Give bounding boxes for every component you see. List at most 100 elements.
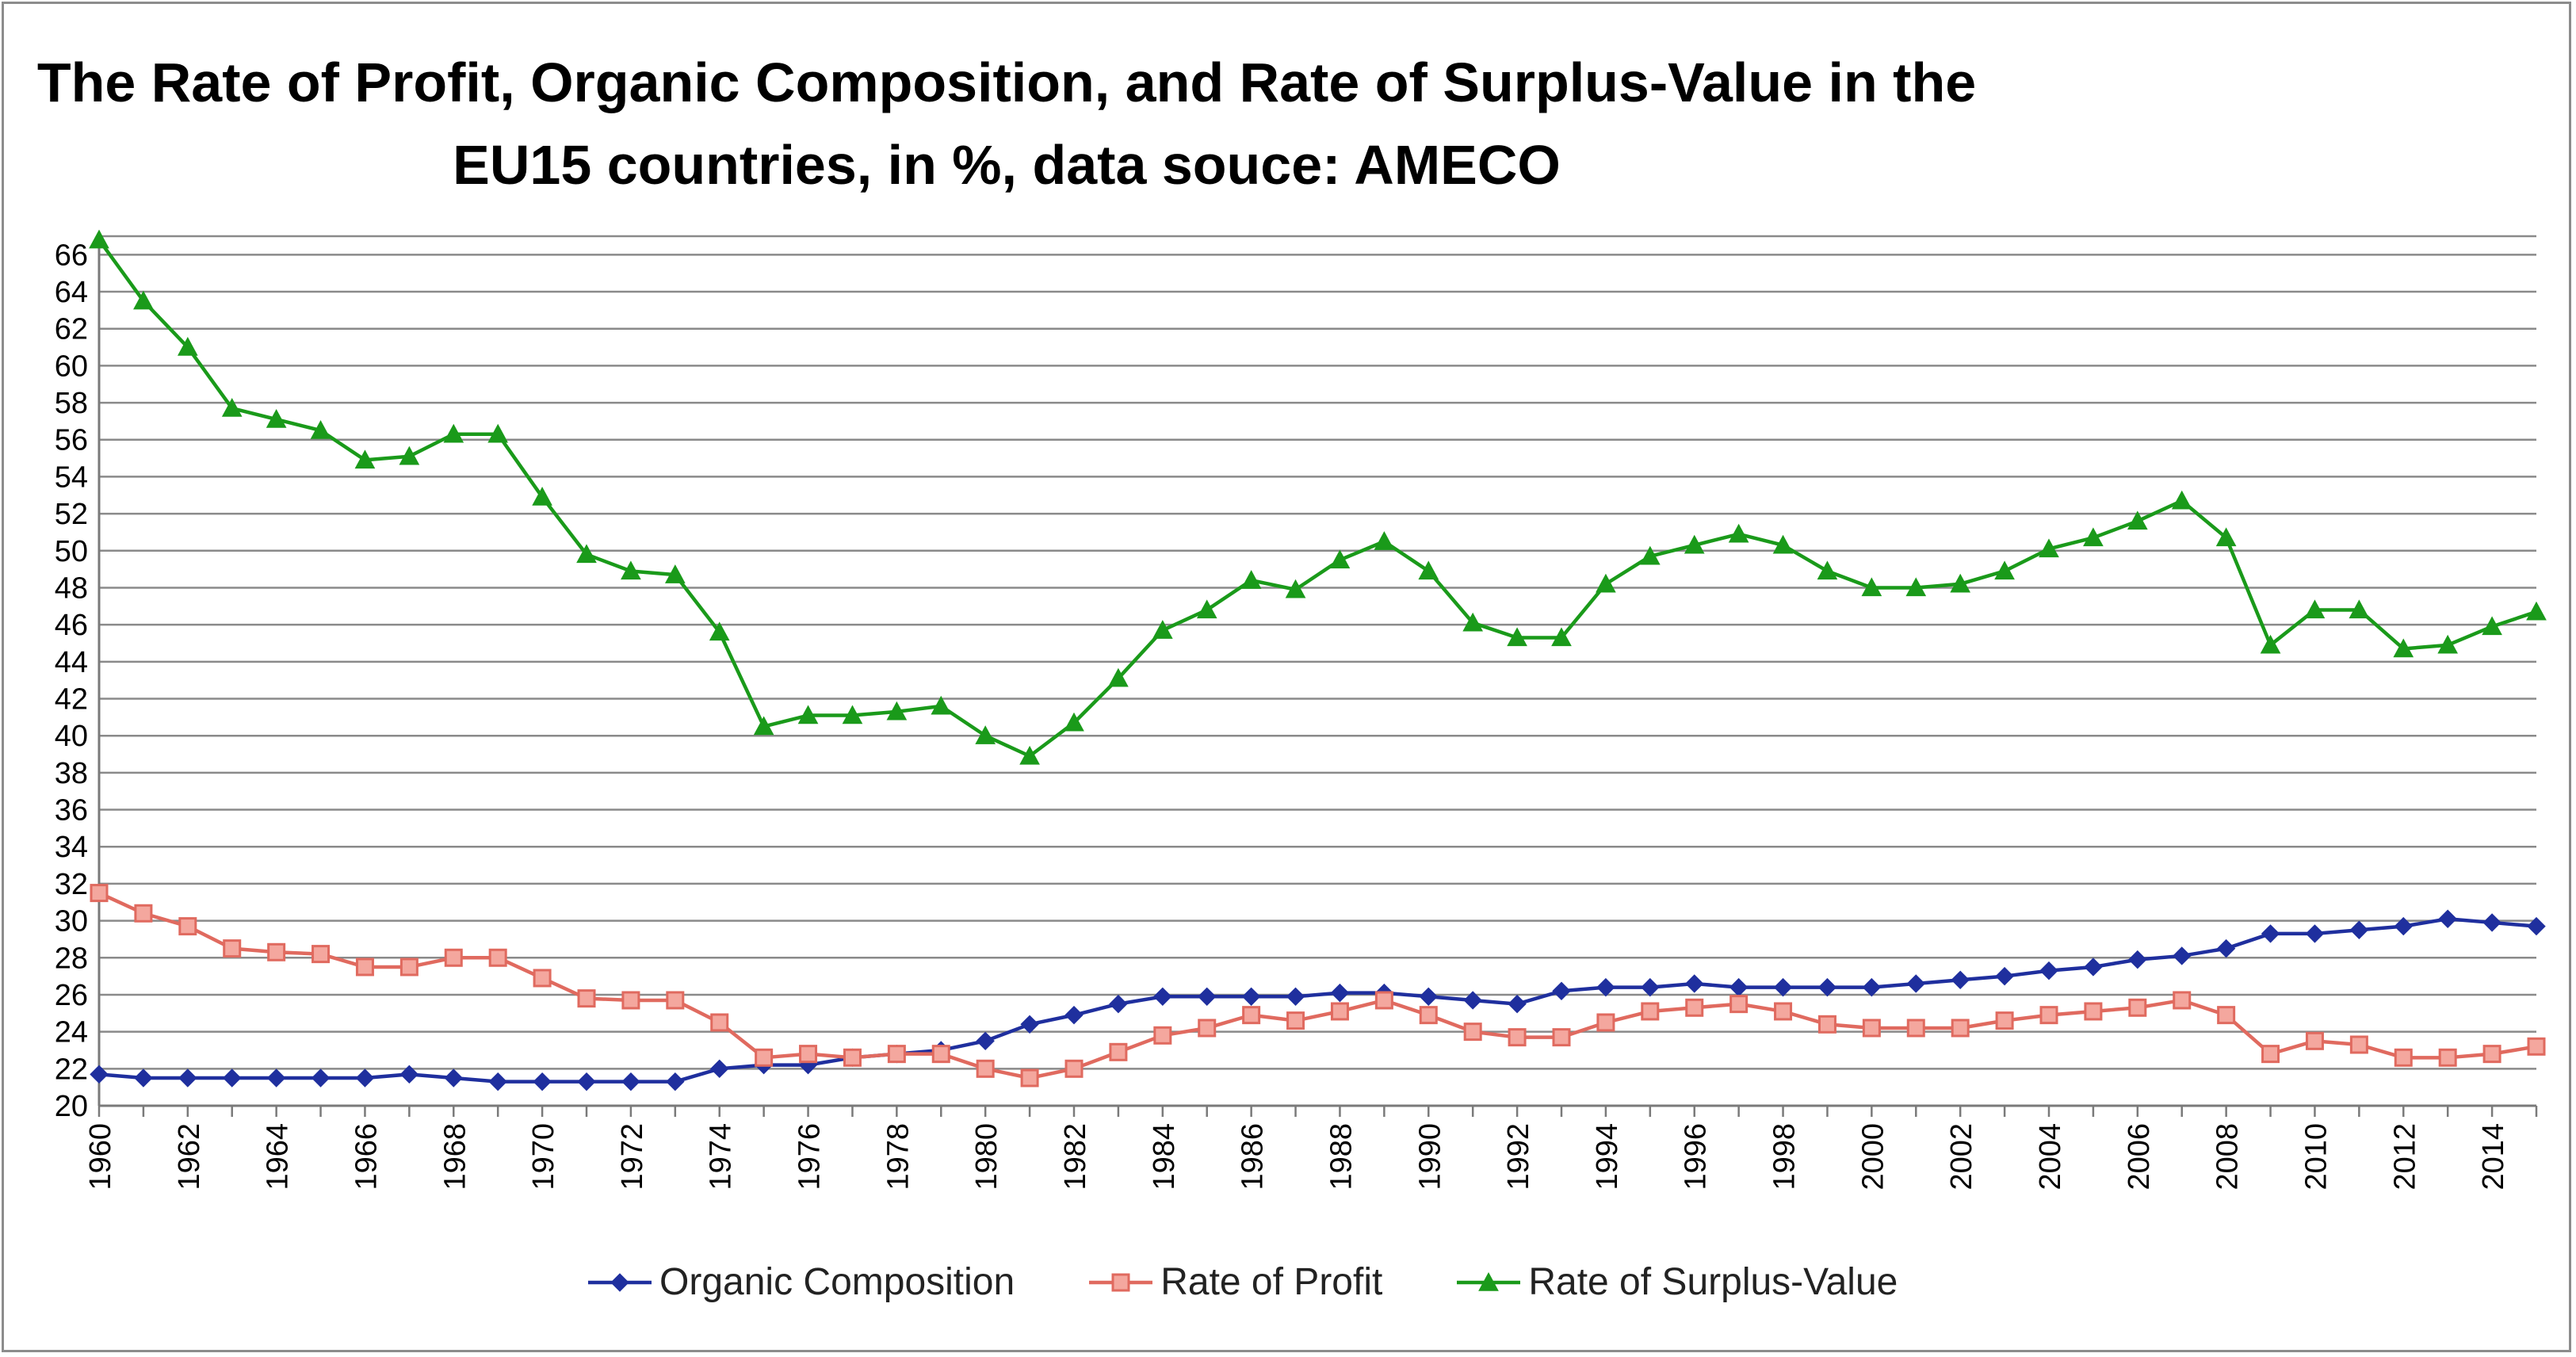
y-tick-label: 34 [55, 831, 88, 864]
data-point-organic-composition [1463, 991, 1482, 1010]
data-point-rate-of-profit [666, 991, 685, 1010]
data-point-rate-of-profit [577, 989, 596, 1008]
data-point-rate-of-profit [1508, 1028, 1527, 1047]
data-point-organic-composition [2394, 916, 2413, 936]
data-point-rate-of-profit [621, 991, 640, 1010]
data-point-rate-of-profit [488, 948, 507, 967]
data-point-rate-of-surplus-value [2083, 527, 2104, 547]
data-point-organic-composition [621, 1072, 640, 1091]
data-point-rate-of-profit [2039, 1006, 2058, 1025]
data-point-rate-of-profit [2482, 1045, 2501, 1064]
y-tick-label: 60 [55, 350, 88, 383]
data-point-rate-of-surplus-value [1596, 573, 1616, 593]
y-tick-label: 42 [55, 683, 88, 717]
x-tick-label: 2006 [2123, 1123, 2156, 1191]
data-point-rate-of-profit [1906, 1019, 1925, 1038]
data-point-rate-of-profit [2173, 991, 2192, 1010]
y-tick-label: 30 [55, 905, 88, 938]
data-point-organic-composition [1241, 987, 1261, 1006]
data-point-organic-composition [577, 1072, 596, 1091]
data-point-rate-of-profit [799, 1045, 818, 1064]
data-point-organic-composition [355, 1068, 375, 1088]
data-point-rate-of-profit [1862, 1019, 1881, 1038]
data-point-rate-of-profit [1596, 1013, 1615, 1032]
data-point-rate-of-profit [444, 948, 463, 967]
chart-title-line-2: EU15 countries, in %, data souce: AMECO [453, 134, 1561, 196]
data-point-rate-of-profit [1995, 1011, 2014, 1030]
data-point-rate-of-profit [267, 942, 286, 961]
x-tick-label: 1986 [1236, 1123, 1270, 1191]
data-point-rate-of-surplus-value [1418, 560, 1439, 580]
data-point-rate-of-surplus-value [797, 705, 819, 724]
data-point-rate-of-profit [399, 958, 419, 977]
y-tick-label: 38 [55, 757, 88, 790]
legend-swatch-marker [610, 1272, 629, 1292]
data-point-rate-of-surplus-value [1905, 577, 1927, 597]
data-point-rate-of-surplus-value [1994, 560, 2015, 580]
x-tick-label: 1982 [1059, 1123, 1092, 1191]
data-point-rate-of-surplus-value [532, 487, 552, 506]
data-point-organic-composition [1596, 977, 1615, 997]
x-tick-label: 1988 [1324, 1123, 1358, 1191]
data-point-rate-of-surplus-value [1240, 570, 1262, 589]
data-point-rate-of-surplus-value [1462, 612, 1484, 632]
x-tick-label: 1980 [970, 1123, 1003, 1191]
data-point-rate-of-surplus-value [2482, 616, 2502, 636]
data-point-organic-composition [710, 1059, 729, 1079]
x-tick-label: 2010 [2299, 1123, 2333, 1191]
data-point-rate-of-profit [2217, 1006, 2236, 1025]
series-rate-of-profit [90, 884, 2546, 1088]
data-point-rate-of-profit [533, 969, 552, 988]
data-point-rate-of-surplus-value [1196, 599, 1217, 619]
data-point-rate-of-surplus-value [2127, 510, 2148, 530]
data-point-rate-of-surplus-value [221, 398, 243, 417]
data-point-rate-of-profit [1729, 995, 1749, 1014]
data-point-rate-of-surplus-value [89, 229, 109, 249]
data-point-rate-of-profit [2349, 1035, 2368, 1054]
data-point-organic-composition [1419, 987, 1438, 1006]
data-point-rate-of-profit [178, 917, 197, 936]
legend-swatch-rate-of-profit [1089, 1273, 1153, 1291]
data-point-rate-of-profit [134, 904, 153, 923]
data-point-rate-of-profit [2438, 1048, 2457, 1067]
data-point-rate-of-surplus-value [621, 560, 641, 580]
data-point-rate-of-profit [887, 1045, 906, 1064]
data-point-organic-composition [223, 1068, 242, 1088]
y-tick-label: 24 [55, 1016, 88, 1049]
data-point-rate-of-surplus-value [1639, 545, 1661, 565]
data-point-rate-of-surplus-value [310, 420, 331, 439]
data-point-rate-of-surplus-value [1329, 549, 1351, 569]
data-point-rate-of-profit [90, 884, 109, 903]
y-tick-label: 20 [55, 1090, 88, 1123]
data-point-organic-composition [2438, 909, 2457, 928]
data-point-rate-of-profit [2084, 1002, 2103, 1021]
data-point-organic-composition [266, 1068, 286, 1088]
data-point-organic-composition [2349, 920, 2369, 939]
legend-item-rate-of-surplus-value: Rate of Surplus-Value [1455, 1260, 1898, 1304]
data-point-rate-of-surplus-value [975, 725, 996, 744]
y-tick-label: 44 [55, 646, 88, 679]
data-point-rate-of-surplus-value [1950, 573, 1971, 593]
data-point-rate-of-surplus-value [2171, 490, 2192, 510]
x-tick-label: 1994 [1591, 1123, 1624, 1191]
data-point-organic-composition [2173, 946, 2192, 965]
data-point-rate-of-profit [2261, 1045, 2280, 1064]
x-tick-label: 1972 [616, 1123, 649, 1191]
y-tick-label: 62 [55, 313, 88, 346]
x-tick-label: 1966 [350, 1123, 383, 1191]
data-point-rate-of-profit [1064, 1059, 1084, 1078]
data-point-rate-of-profit [710, 1013, 729, 1032]
x-tick-label: 2014 [2477, 1123, 2510, 1191]
legend-swatch-marker [1478, 1271, 1500, 1291]
data-point-organic-composition [311, 1068, 331, 1088]
x-tick-label: 1962 [173, 1123, 206, 1191]
chart-title-line-1: The Rate of Profit, Organic Composition,… [36, 52, 1977, 113]
data-point-rate-of-profit [1242, 1006, 1261, 1025]
data-point-organic-composition [1685, 974, 1704, 993]
x-tick-label: 2008 [2211, 1123, 2245, 1191]
data-point-organic-composition [1906, 974, 1925, 993]
data-point-rate-of-surplus-value [1507, 627, 1527, 647]
data-point-organic-composition [1020, 1015, 1039, 1034]
data-point-rate-of-profit [2128, 998, 2147, 1017]
